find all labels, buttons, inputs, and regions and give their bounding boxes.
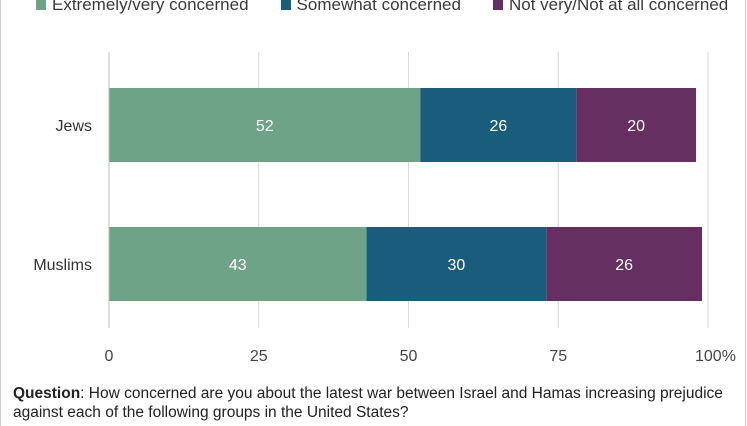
x-tick-label-3: 75: [549, 348, 567, 365]
legend-label-not-very: Not very/Not at all concerned: [508, 0, 729, 14]
legend-swatch-not-very: [492, 0, 503, 10]
x-tick-label-4: 100%: [695, 348, 736, 365]
data-label-muslims-series-0: 43: [229, 257, 247, 274]
legend-swatch-extremely-very: [36, 0, 46, 10]
x-tick-label-1: 25: [250, 348, 268, 365]
data-label-jews-series-1: 26: [489, 118, 507, 135]
data-label-muslims-series-2: 26: [615, 257, 633, 274]
question-text: : How concerned are you about the latest…: [13, 385, 723, 421]
bar-jews-series-1: [420, 88, 577, 162]
bar-muslims-series-2: [546, 227, 703, 301]
question-caption: Question: How concerned are you about th…: [13, 384, 733, 422]
legend-swatch-somewhat: [280, 0, 291, 10]
bar-jews-series-0: [109, 88, 421, 162]
bar-muslims-series-1: [366, 227, 547, 301]
legend-label-extremely-very: Extremely/very concerned: [52, 0, 249, 14]
x-tick-label-0: 0: [105, 348, 114, 365]
category-label-jews: Jews: [56, 118, 92, 135]
data-label-muslims-series-1: 30: [448, 257, 466, 274]
category-label-muslims: Muslims: [33, 257, 92, 274]
data-label-jews-series-0: 52: [256, 118, 274, 135]
legend-item-somewhat: Somewhat concerned: [280, 0, 461, 15]
legend: Extremely/very concerned Somewhat concer…: [36, 0, 728, 15]
bar-jews-series-2: [576, 88, 697, 162]
stacked-bar-chart: 52 26 20 Jews 43 30 26 Muslims 0 25 50 75 100%: [33, 52, 736, 365]
question-label: Question: [13, 385, 81, 402]
bar-muslims-series-0: [109, 227, 367, 301]
legend-item-extremely-very: Extremely/very concerned: [36, 0, 249, 15]
legend-item-not-very: Not very/Not at all concerned: [492, 0, 729, 15]
data-label-jews-series-2: 20: [627, 118, 645, 135]
legend-label-somewhat: Somewhat concerned: [296, 0, 461, 14]
x-tick-label-2: 50: [400, 348, 418, 365]
